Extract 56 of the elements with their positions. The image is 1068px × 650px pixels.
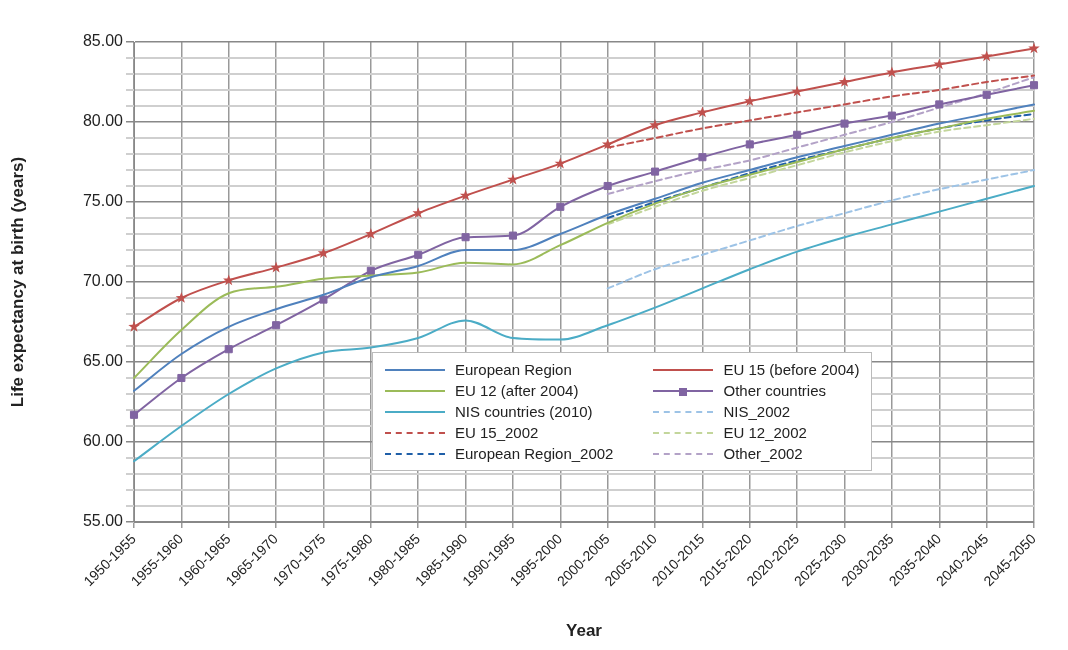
y-tick-label: 65.00 xyxy=(82,352,124,370)
point xyxy=(365,228,377,239)
legend-label: European Region xyxy=(455,361,572,378)
y-axis-title: Life expectancy at birth (years) xyxy=(7,156,27,408)
y-tick-label: 85.00 xyxy=(82,32,124,50)
legend-label: NIS countries (2010) xyxy=(455,403,593,420)
legend-label: EU 15_2002 xyxy=(455,424,539,441)
point xyxy=(651,167,660,176)
y-tick-label: 80.00 xyxy=(82,112,124,130)
legend-label: NIS_2002 xyxy=(723,403,791,420)
point xyxy=(982,90,991,99)
y-tick-label: 60.00 xyxy=(82,432,124,450)
line-series xyxy=(606,169,1035,290)
point xyxy=(414,250,423,259)
legend-label: EU 15 (before 2004) xyxy=(723,361,860,378)
point xyxy=(745,140,754,149)
point xyxy=(603,181,612,191)
point xyxy=(935,100,944,109)
x-axis-title: Year xyxy=(566,621,603,641)
point xyxy=(556,202,565,211)
point xyxy=(980,50,993,62)
point xyxy=(696,106,709,118)
legend-label: European Region_2002 xyxy=(455,445,614,462)
point xyxy=(366,266,375,275)
point xyxy=(886,66,898,78)
point xyxy=(1029,81,1039,90)
line-series xyxy=(606,76,1035,195)
point xyxy=(270,261,282,273)
point xyxy=(649,119,661,131)
point xyxy=(1028,42,1040,54)
point xyxy=(840,119,849,128)
legend-label: EU 12 (after 2004) xyxy=(455,382,579,399)
point xyxy=(319,295,328,304)
point xyxy=(508,231,517,240)
point xyxy=(793,130,802,139)
point xyxy=(129,410,139,419)
point xyxy=(224,345,233,354)
y-tick-label: 70.00 xyxy=(82,272,124,290)
point xyxy=(791,85,803,97)
point xyxy=(554,157,567,169)
legend-label: Other_2002 xyxy=(723,445,803,462)
point xyxy=(175,292,188,303)
point xyxy=(698,153,707,162)
y-tick-label: 75.00 xyxy=(82,192,124,210)
legend-label: EU 12_2002 xyxy=(723,424,807,441)
point xyxy=(412,207,424,219)
point xyxy=(887,111,896,120)
legend-label: Other countries xyxy=(723,382,827,399)
point xyxy=(933,58,945,70)
y-tick-label: 55.00 xyxy=(82,512,124,530)
point xyxy=(177,373,186,383)
point xyxy=(744,95,756,107)
point xyxy=(601,138,614,150)
point xyxy=(459,189,472,201)
point xyxy=(461,233,470,242)
point xyxy=(272,321,281,330)
